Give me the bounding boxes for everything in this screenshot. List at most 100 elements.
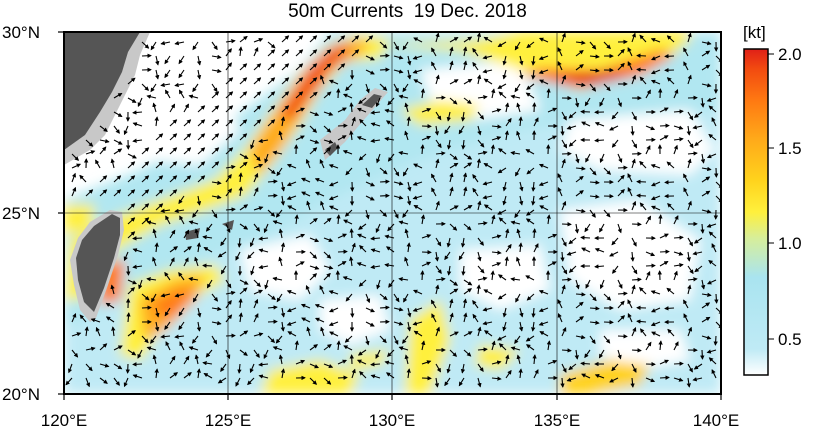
current-arrow (384, 360, 395, 365)
current-arrow (99, 138, 110, 144)
current-arrow (561, 363, 567, 373)
current-arrow (483, 289, 493, 295)
current-arrow (715, 195, 721, 204)
current-arrow (132, 362, 143, 367)
current-arrow (687, 151, 698, 156)
current-arrow (183, 161, 192, 169)
current-arrow (370, 264, 381, 270)
current-arrow (146, 277, 157, 282)
current-arrow (497, 167, 507, 174)
current-arrow (589, 306, 600, 311)
current-arrow (281, 91, 290, 99)
current-arrow (650, 69, 661, 75)
current-arrow (278, 256, 283, 267)
current-arrow (267, 179, 278, 184)
current-arrow (463, 60, 468, 71)
current-arrow (617, 349, 622, 360)
current-arrow (286, 289, 297, 295)
current-arrow (510, 94, 521, 99)
current-arrow (194, 256, 199, 267)
current-arrow (211, 83, 218, 93)
current-arrow (178, 195, 185, 205)
current-arrow (258, 264, 269, 270)
current-arrow (483, 330, 493, 337)
current-arrow (636, 193, 647, 198)
current-arrow (407, 55, 412, 66)
current-arrow (561, 74, 567, 85)
current-arrow (309, 63, 318, 71)
current-arrow (630, 251, 635, 262)
current-arrow (370, 374, 381, 379)
current-arrow (497, 83, 507, 89)
current-arrow (557, 299, 563, 309)
current-arrow (708, 231, 717, 239)
current-arrow (365, 35, 374, 43)
current-arrow (183, 175, 192, 183)
current-arrow (497, 274, 507, 281)
current-arrow (183, 229, 190, 239)
current-arrow (336, 214, 341, 225)
current-arrow (309, 363, 320, 369)
current-arrow (263, 349, 269, 359)
current-arrow (337, 107, 347, 113)
current-arrow (683, 61, 689, 71)
current-arrow (264, 153, 269, 164)
current-arrow (197, 175, 206, 183)
current-arrow (402, 83, 409, 93)
current-arrow (406, 242, 411, 253)
current-arrow (650, 321, 661, 327)
current-arrow (514, 41, 521, 51)
current-arrow (253, 349, 260, 359)
current-arrow (659, 261, 669, 267)
current-arrow (557, 173, 563, 183)
current-arrow (314, 317, 325, 323)
current-arrow (525, 149, 535, 155)
current-arrow (715, 181, 721, 189)
current-arrow (365, 321, 375, 327)
current-arrow (67, 363, 73, 374)
current-arrow (568, 363, 577, 371)
current-arrow (197, 307, 202, 318)
current-arrow (708, 133, 717, 141)
current-arrow (328, 290, 339, 295)
current-arrow (280, 242, 286, 253)
current-arrow (258, 138, 269, 144)
current-arrow (547, 261, 557, 267)
current-arrow (435, 95, 446, 100)
current-arrow (113, 92, 123, 99)
current-arrow (505, 243, 512, 253)
current-arrow (379, 53, 390, 58)
current-arrow (435, 111, 442, 121)
current-arrow (351, 242, 356, 253)
current-arrow (197, 119, 206, 127)
current-arrow (174, 334, 185, 339)
current-arrow (165, 89, 171, 99)
current-arrow (197, 147, 206, 155)
current-arrow (510, 346, 521, 351)
current-arrow (482, 321, 493, 326)
current-arrow (287, 331, 297, 337)
current-arrow (278, 354, 284, 365)
current-arrow (561, 326, 567, 337)
current-arrow (490, 270, 495, 281)
current-arrow (701, 41, 712, 46)
current-arrow (412, 181, 423, 186)
current-arrow (575, 40, 586, 45)
current-arrow (211, 105, 220, 113)
current-arrow (449, 60, 454, 71)
current-arrow (532, 102, 537, 113)
current-arrow (253, 77, 262, 85)
current-arrow (650, 195, 661, 201)
current-arrow (458, 125, 465, 135)
current-arrow (217, 377, 227, 384)
current-arrow (420, 270, 425, 281)
current-arrow (238, 186, 243, 197)
current-arrow (599, 223, 605, 233)
current-arrow (141, 203, 150, 211)
current-arrow (673, 341, 679, 351)
current-arrow (611, 363, 619, 372)
current-arrow (557, 47, 563, 57)
current-arrow (178, 307, 185, 317)
current-arrow (146, 346, 157, 351)
current-arrow (267, 41, 276, 49)
